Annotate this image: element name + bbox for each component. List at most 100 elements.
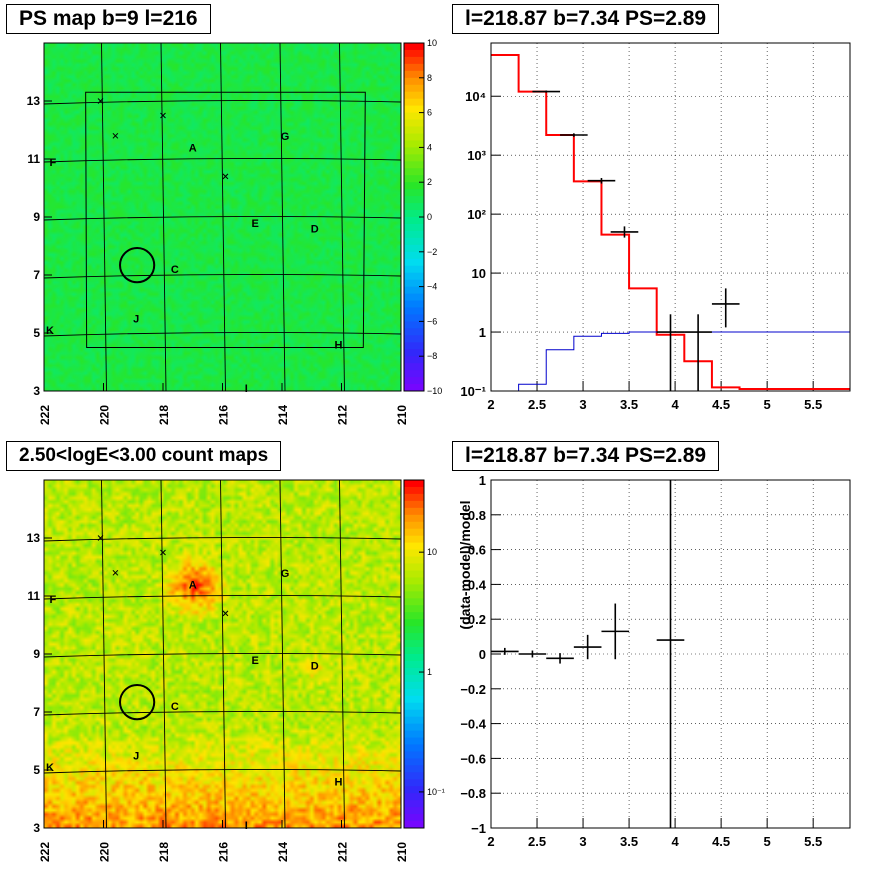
count-map-colorbar-cell	[404, 730, 424, 739]
count-map-colorbar-cell	[404, 723, 424, 732]
count-map-colorbar-cell	[404, 514, 424, 523]
residual-y-tick-label: −1	[471, 821, 486, 836]
residual-y-axis-label: (data-model)/model	[457, 500, 473, 629]
ps-map-colorbar-cell	[404, 237, 424, 246]
ps-map-colorbar-cell	[404, 223, 424, 232]
spectrum-x-tick-label: 5	[764, 397, 771, 412]
count-map-y-tick-label: 13	[27, 531, 41, 545]
ps-map-colorbar-cell	[404, 258, 424, 267]
ps-map-colorbar-cell	[404, 70, 424, 79]
residual-y-tick-label: −0.4	[460, 717, 486, 732]
ps-map-gridline-b-9	[43, 215, 402, 221]
count-map-colorbar-cell	[404, 480, 424, 488]
ps-map-source-label: G	[281, 131, 290, 143]
ps-map-marker-1	[112, 132, 119, 139]
ps-map-y-tick-label: 3	[33, 384, 40, 398]
count-map-x-tick-label: 210	[395, 842, 409, 862]
residual-panel: 2 2.5 3 3.5 4 4.5 5 5.5 1 0.8 0.6 0.4 0.2 0 −0.2 −0.4 −0…	[457, 473, 851, 849]
count-map-colorbar-cell	[404, 821, 424, 829]
ps-map-x-tick-label: 220	[98, 405, 112, 425]
count-map-source-label: A	[189, 579, 197, 591]
ps-map-colorbar-cell	[404, 43, 424, 51]
count-map-gridline-b-13	[43, 536, 402, 542]
count-map-colorbar-cell	[404, 654, 424, 662]
residual-y-tick-label: −0.2	[460, 682, 486, 697]
count-map-colorbar-cell	[404, 800, 424, 808]
count-map-colorbar-cell	[404, 535, 424, 544]
residual-x-tick-label: 3.5	[620, 834, 638, 849]
ps-map-source-label: C	[171, 264, 179, 276]
ps-map-colorbar-cell	[404, 363, 424, 371]
ps-map-colorbar-cell	[404, 49, 424, 58]
ps-map-colorbar-cell	[404, 56, 424, 65]
residual-x-tick-label: 3	[579, 834, 586, 849]
ps-map-y-tick-label: 7	[33, 268, 40, 282]
count-map-gridline-b-5	[43, 768, 402, 774]
spectrum-y-tick-label: 10	[472, 266, 486, 281]
ps-map-colorbar-cell	[404, 370, 424, 378]
count-map-gridline-l-214	[279, 479, 286, 829]
count-map-source-label: K	[46, 762, 54, 774]
count-map-colorbar-cell	[404, 619, 424, 627]
count-map-colorbar-cell	[404, 563, 424, 571]
count-map-title: 2.50<logE<3.00 count maps	[6, 441, 282, 471]
residual-x-tick-label: 5	[764, 834, 771, 849]
ps-map-colorbar-cell	[404, 230, 424, 239]
count-map-colorbar-cell	[404, 681, 424, 690]
ps-map-colorbar-cell	[404, 286, 424, 295]
residual-y-tick-label: 1	[479, 473, 486, 488]
count-map-y-tick-label: 7	[33, 705, 40, 719]
ps-map-colorbar-cell	[404, 349, 424, 357]
count-map-target-circle	[119, 684, 156, 721]
ps-map-x-tick-label: 214	[276, 405, 290, 425]
count-map-marker-1	[112, 569, 119, 576]
count-map-colorbar-tick-label: 10⁻¹	[427, 787, 445, 797]
count-map-colorbar-cell	[404, 667, 424, 676]
ps-map-gridline-b-11	[43, 157, 402, 163]
residual-x-tick-label: 4	[671, 834, 679, 849]
count-map-gridline-b-9	[43, 652, 402, 658]
ps-map-marker-3	[222, 173, 229, 180]
ps-map-marker-0	[97, 98, 104, 104]
ps-map-colorbar-cell	[404, 377, 424, 385]
spectrum-frame	[490, 42, 851, 392]
count-map-colorbar-cell	[404, 772, 424, 780]
count-map-gridline-b-7	[43, 710, 402, 716]
count-map-colorbar-cell	[404, 626, 424, 634]
ps-map-colorbar-cell	[404, 63, 424, 72]
residual-y-tick-label: −0.8	[460, 786, 486, 801]
spectrum-panel: 2 2.5 3 3.5 4 4.5 5 5.5 10⁻¹ 1 10 10² 10³ 10⁴	[460, 42, 851, 412]
ps-map-colorbar-cell	[404, 119, 424, 128]
ps-map-colorbar-cell	[404, 77, 424, 86]
ps-map-colorbar-cell	[404, 272, 424, 281]
ps-map-source-label: K	[46, 325, 54, 337]
ps-map-colorbar-cell	[404, 321, 424, 329]
spectrum-x-tick-label: 4	[671, 397, 679, 412]
count-map-colorbar-cell	[404, 556, 424, 565]
ps-map-gridline-b-7	[43, 273, 402, 279]
count-map-colorbar-cell	[404, 605, 424, 613]
ps-map-colorbar-cell	[404, 251, 424, 260]
count-map-source-label: H	[335, 777, 343, 789]
ps-map-colorbar-cell	[404, 342, 424, 350]
count-map-source-label: G	[281, 568, 290, 580]
ps-map-gridline-b-13	[43, 99, 402, 105]
count-map-colorbar-tick-label: 1	[427, 667, 432, 677]
ps-map-colorbar-tick-label: −8	[427, 351, 437, 361]
count-map-colorbar-cell	[404, 640, 424, 648]
count-map-colorbar-cell	[404, 695, 424, 704]
residual-y-tick-label: 0	[479, 647, 486, 662]
ps-map-gridline-b-5	[43, 331, 402, 337]
residual-y-tick-label: 0.2	[468, 612, 486, 627]
ps-map-colorbar-tick-label: 10	[427, 38, 437, 48]
residual-y-tick-label: −0.6	[460, 751, 486, 766]
count-map-colorbar-cell	[404, 660, 424, 669]
count-map-colorbar-cell	[404, 744, 424, 752]
count-map-source-label: D	[311, 661, 319, 673]
count-map-colorbar-cell	[404, 793, 424, 801]
count-map-colorbar-cell	[404, 688, 424, 697]
spectrum-y-tick-label: 10⁴	[465, 89, 486, 104]
count-map-colorbar-cell	[404, 633, 424, 641]
count-map-colorbar-cell	[404, 737, 424, 745]
